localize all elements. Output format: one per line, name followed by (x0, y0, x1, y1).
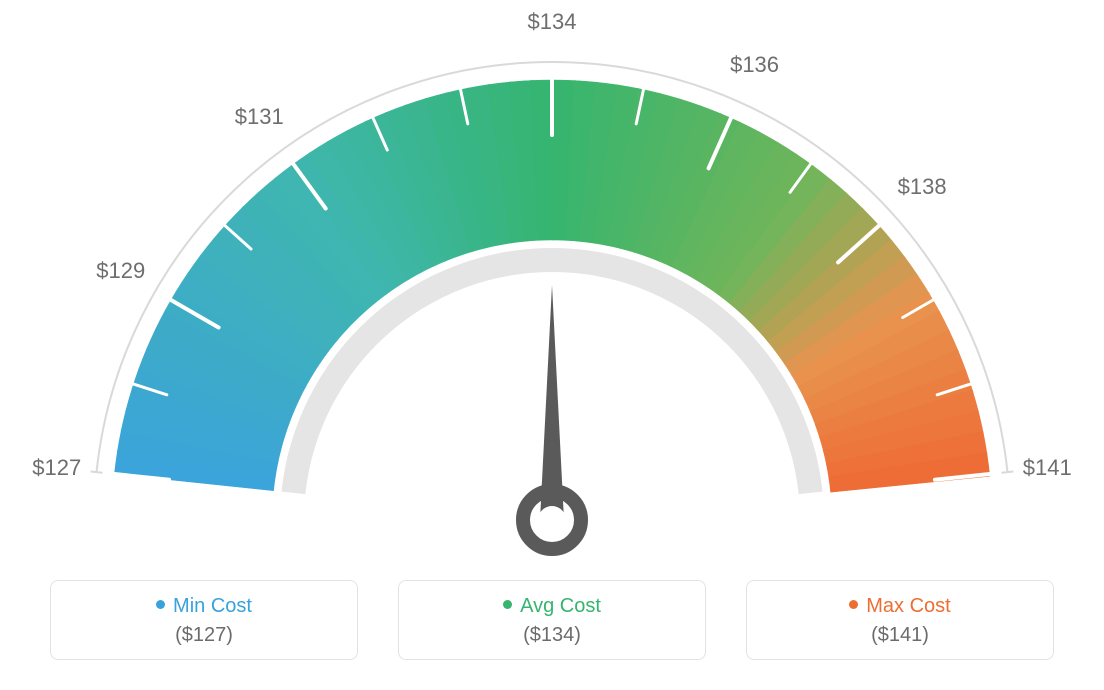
legend-label: Max Cost (866, 595, 950, 617)
legend-row: Min Cost ($127) Avg Cost ($134) Max Cost… (0, 560, 1104, 660)
tick-label: $136 (730, 52, 779, 77)
legend-label: Min Cost (173, 595, 252, 617)
legend-card-max: Max Cost ($141) (746, 580, 1054, 660)
dot-icon (156, 600, 165, 609)
legend-title-avg: Avg Cost (409, 595, 695, 618)
legend-title-max: Max Cost (757, 595, 1043, 618)
tick-label: $129 (96, 258, 145, 283)
tick-label: $127 (32, 455, 81, 480)
gauge-chart: $127 $129 $131 $134 $136 $138 $141 (0, 0, 1104, 560)
dot-icon (849, 600, 858, 609)
dot-icon (503, 600, 512, 609)
legend-label: Avg Cost (520, 595, 601, 617)
legend-card-min: Min Cost ($127) (50, 580, 358, 660)
legend-title-min: Min Cost (61, 595, 347, 618)
tick-label: $138 (898, 174, 947, 199)
tick-label: $141 (1023, 455, 1072, 480)
gauge-svg: $127 $129 $131 $134 $136 $138 $141 (0, 0, 1104, 560)
legend-value-avg: ($134) (409, 624, 695, 647)
tick-label: $131 (235, 104, 284, 129)
legend-card-avg: Avg Cost ($134) (398, 580, 706, 660)
legend-value-min: ($127) (61, 624, 347, 647)
legend-value-max: ($141) (757, 624, 1043, 647)
tick-label: $134 (528, 9, 577, 34)
